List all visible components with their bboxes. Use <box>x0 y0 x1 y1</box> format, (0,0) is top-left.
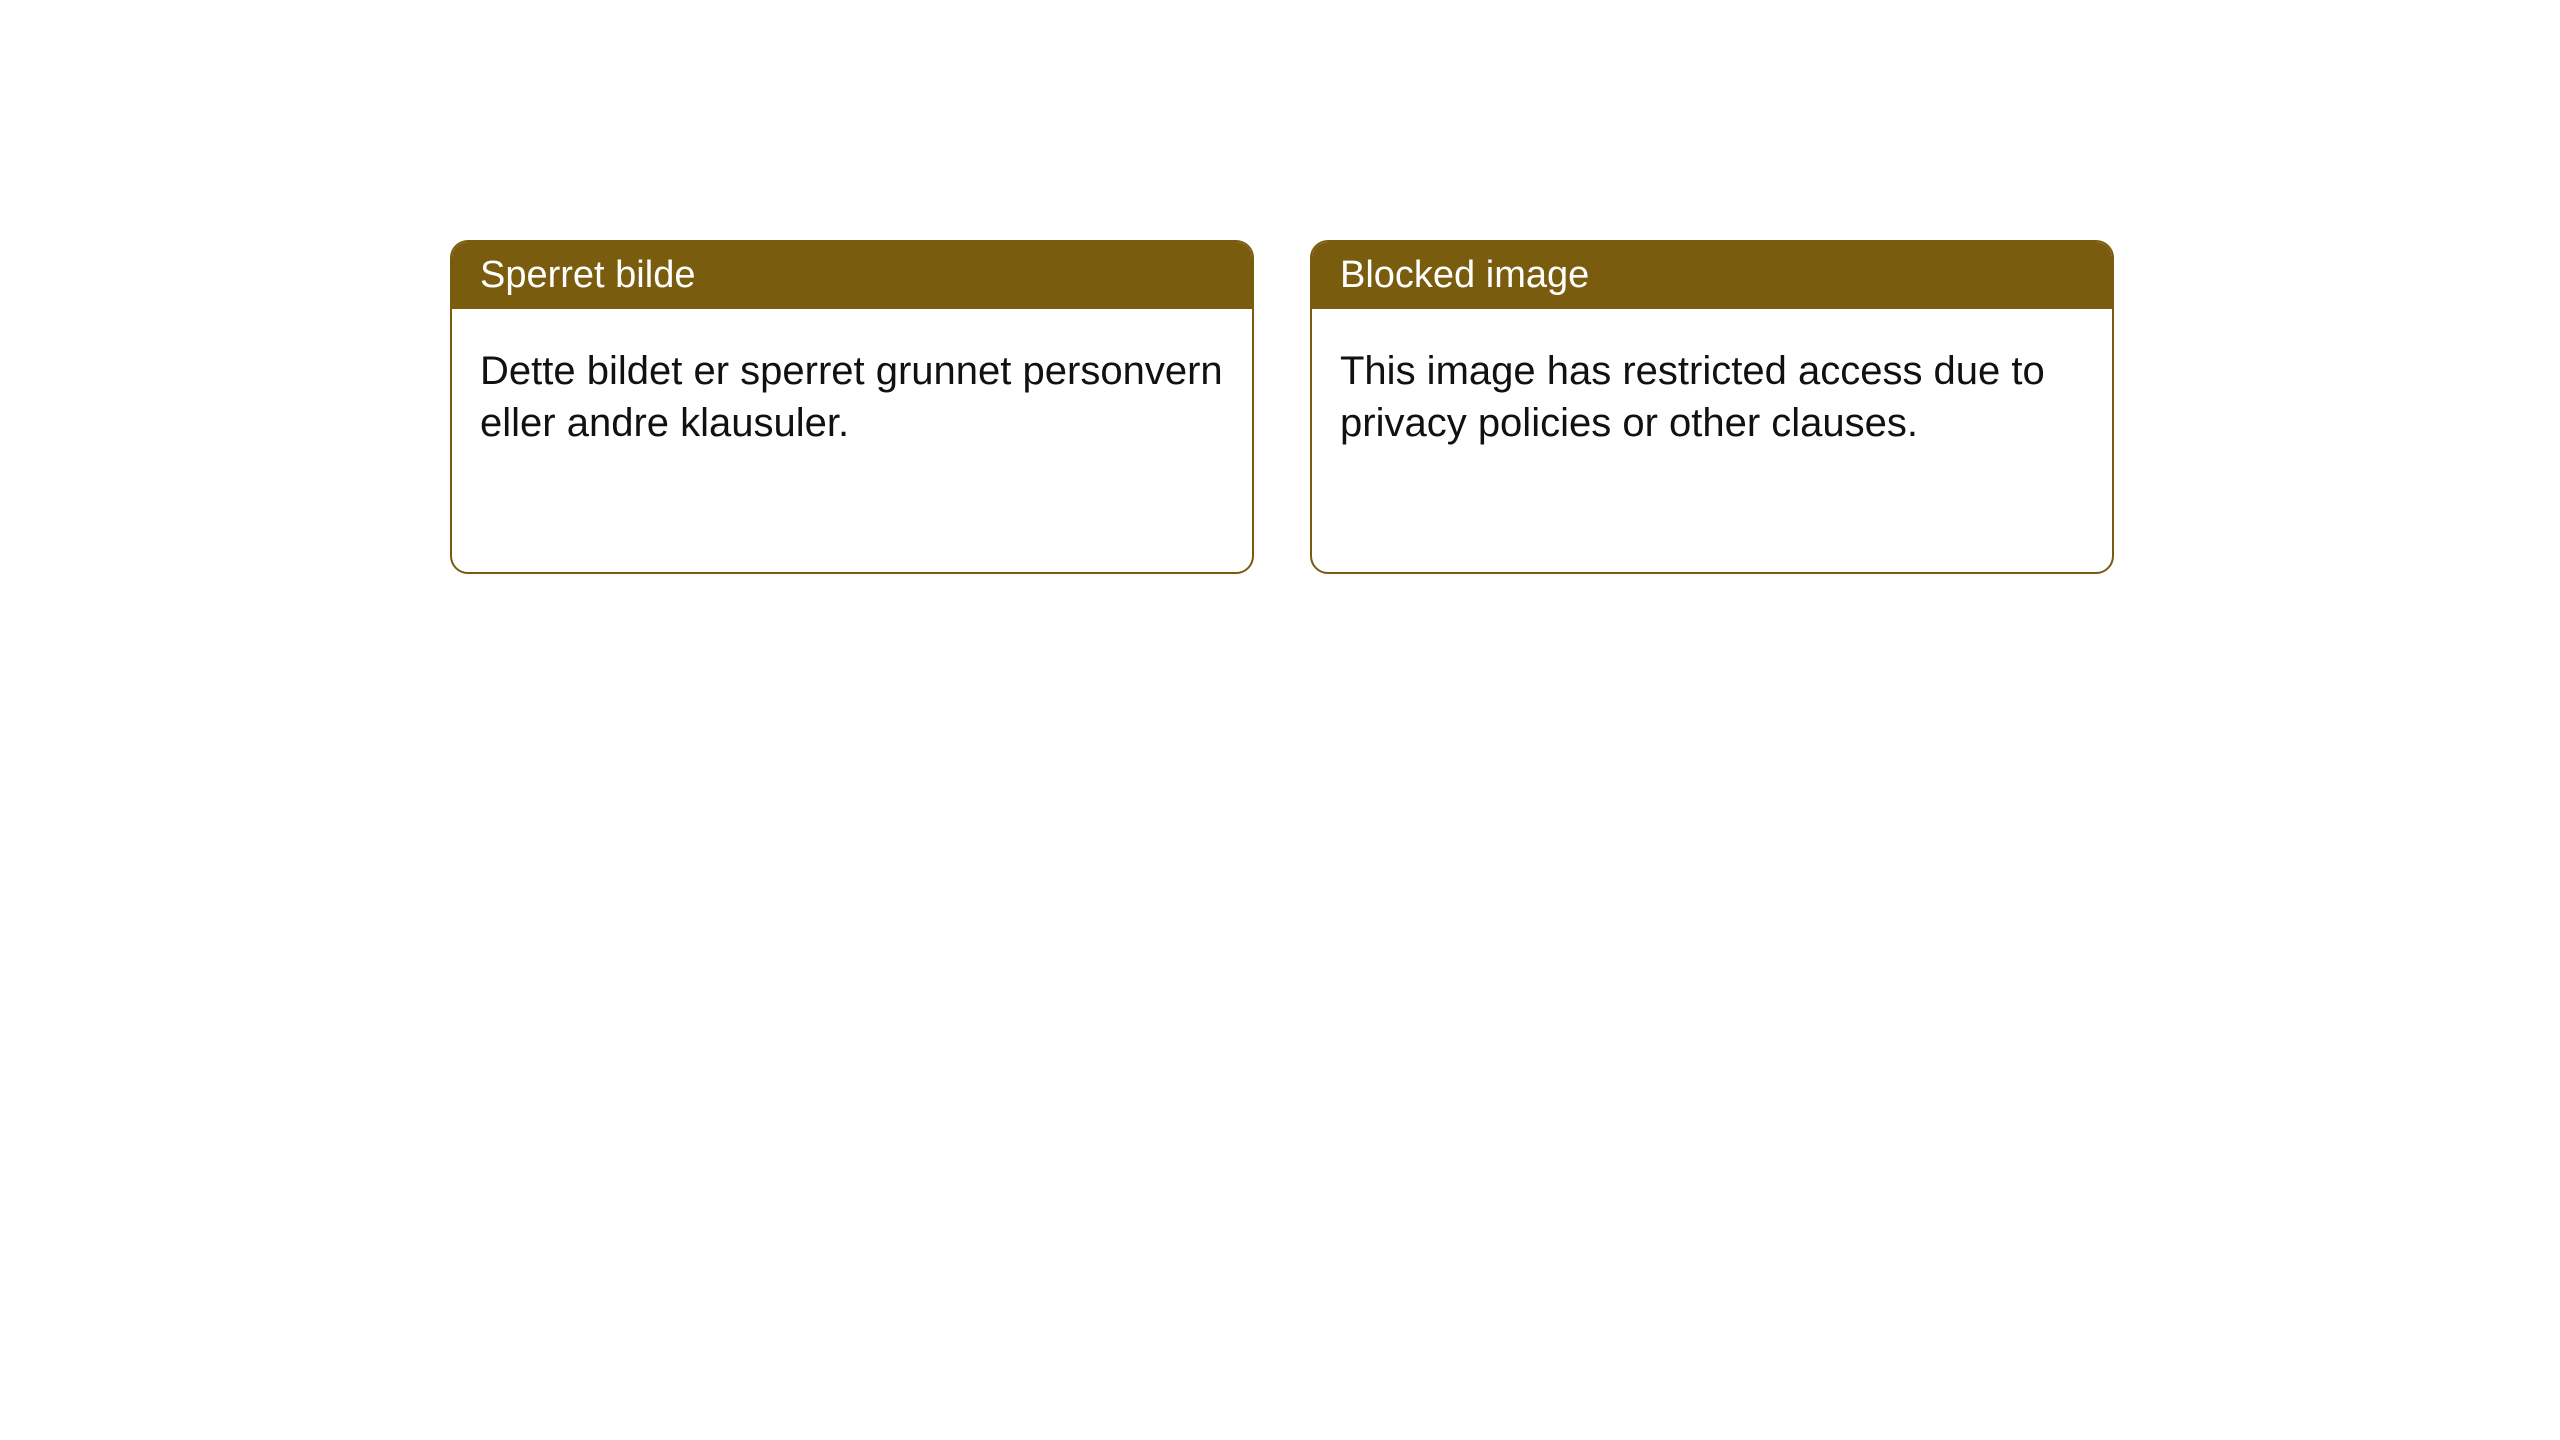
notice-text-norwegian: Dette bildet er sperret grunnet personve… <box>480 349 1223 445</box>
notice-card-norwegian: Sperret bilde Dette bildet er sperret gr… <box>450 240 1254 574</box>
notice-header-english: Blocked image <box>1312 242 2112 309</box>
notice-text-english: This image has restricted access due to … <box>1340 349 2045 445</box>
notice-title-norwegian: Sperret bilde <box>480 254 695 296</box>
notice-header-norwegian: Sperret bilde <box>452 242 1252 309</box>
notice-card-english: Blocked image This image has restricted … <box>1310 240 2114 574</box>
notice-body-norwegian: Dette bildet er sperret grunnet personve… <box>452 309 1252 485</box>
notice-title-english: Blocked image <box>1340 254 1589 296</box>
notice-container: Sperret bilde Dette bildet er sperret gr… <box>450 240 2114 574</box>
notice-body-english: This image has restricted access due to … <box>1312 309 2112 485</box>
